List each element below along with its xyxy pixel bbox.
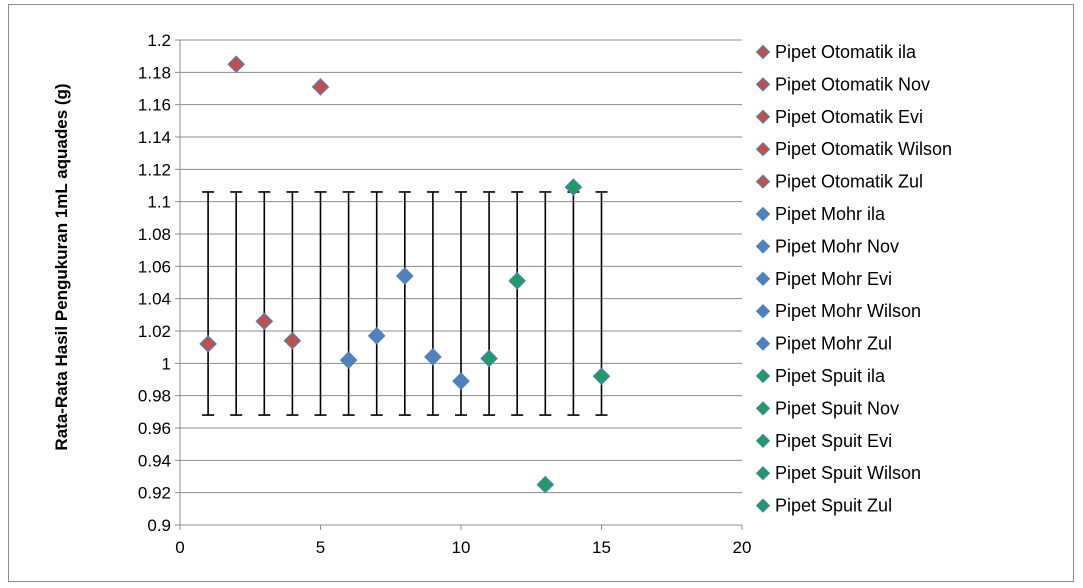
- y-tick-label: 1.08: [138, 225, 171, 244]
- legend-marker: [755, 498, 771, 513]
- y-tick-label: 1.04: [138, 290, 171, 309]
- data-point: [255, 312, 274, 331]
- data-point: [508, 272, 527, 290]
- y-tick-label: 1.14: [138, 128, 171, 147]
- data-point: [480, 349, 498, 368]
- y-tick-label: 1.2: [147, 31, 171, 50]
- legend-label: Pipet Otomatik Evi: [775, 107, 923, 127]
- data-point: [339, 351, 358, 369]
- data-point: [424, 348, 442, 366]
- legend-label: Pipet Otomatik Nov: [775, 74, 930, 94]
- y-tick-label: 0.94: [138, 451, 171, 470]
- legend-label: Pipet Mohr Nov: [775, 236, 899, 256]
- x-tick-label: 10: [452, 538, 471, 557]
- y-tick-label: 1.18: [138, 63, 171, 82]
- legend-marker: [755, 401, 771, 416]
- legend-marker: [755, 303, 771, 319]
- legend-label: Pipet Spuit Nov: [775, 398, 899, 418]
- y-tick-label: 1.02: [138, 322, 171, 341]
- data-point: [564, 178, 583, 196]
- data-point: [395, 267, 414, 285]
- legend-marker: [755, 174, 771, 189]
- legend-label: Pipet Spuit ila: [775, 366, 886, 386]
- y-tick-label: 1: [162, 354, 171, 373]
- y-tick-label: 1.06: [138, 257, 171, 276]
- data-point: [227, 55, 246, 74]
- legend-label: Pipet Otomatik ila: [775, 42, 917, 62]
- legend-label: Pipet Otomatik Wilson: [775, 139, 952, 159]
- y-tick-label: 1.1: [147, 193, 171, 212]
- legend-marker: [755, 44, 771, 60]
- legend-label: Pipet Mohr ila: [775, 204, 886, 224]
- legend-label: Pipet Otomatik Zul: [775, 172, 923, 192]
- y-tick-label: 0.96: [138, 419, 171, 438]
- legend-label: Pipet Spuit Zul: [775, 496, 892, 516]
- legend-label: Pipet Spuit Evi: [775, 431, 892, 451]
- x-tick-label: 15: [592, 538, 611, 557]
- legend-marker: [755, 271, 771, 287]
- legend-label: Pipet Mohr Evi: [775, 269, 892, 289]
- data-point: [536, 475, 555, 494]
- y-axis-title: Rata-Rata Hasil Pengukuran 1mL aquades (…: [52, 83, 71, 450]
- legend-label: Pipet Spuit Wilson: [775, 463, 921, 483]
- x-tick-label: 0: [175, 538, 184, 557]
- legend-marker: [755, 368, 771, 384]
- axes: 0.9 0.92 0.94 0.96 0.98 1 1.02 1.04 1.06 1.08 1.1 1…: [138, 31, 752, 557]
- y-tick-label: 0.92: [138, 484, 171, 503]
- legend: Pipet Otomatik ila Pipet Otomatik Nov Pipe…: [755, 42, 952, 516]
- data-point: [311, 78, 330, 96]
- legend-marker: [755, 109, 771, 125]
- legend-marker: [755, 141, 771, 157]
- legend-marker: [755, 465, 771, 481]
- scatter-chart: 0.9 0.92 0.94 0.96 0.98 1 1.02 1.04 1.06 1.08 1.1 1…: [52, 31, 952, 557]
- data-point: [367, 327, 386, 345]
- legend-marker: [755, 77, 771, 92]
- data-point: [592, 367, 611, 386]
- data-point: [452, 372, 470, 390]
- chart-area: 0.9 0.92 0.94 0.96 0.98 1 1.02 1.04 1.06 1.08 1.1 1…: [8, 4, 1074, 582]
- data-points: [199, 55, 611, 494]
- y-tick-label: 1.16: [138, 96, 171, 115]
- y-tick-label: 0.98: [138, 387, 171, 406]
- legend-marker: [755, 239, 771, 254]
- x-tick-label: 20: [733, 538, 752, 557]
- y-tick-label: 0.9: [147, 516, 171, 535]
- data-point: [283, 331, 302, 350]
- data-point: [199, 335, 217, 353]
- error-bars: [202, 191, 608, 416]
- legend-marker: [755, 206, 771, 222]
- legend-label: Pipet Mohr Zul: [775, 334, 892, 354]
- legend-marker: [755, 433, 771, 449]
- legend-label: Pipet Mohr Wilson: [775, 301, 921, 321]
- x-tick-label: 5: [316, 538, 325, 557]
- legend-marker: [755, 336, 771, 351]
- y-tick-label: 1.12: [138, 160, 171, 179]
